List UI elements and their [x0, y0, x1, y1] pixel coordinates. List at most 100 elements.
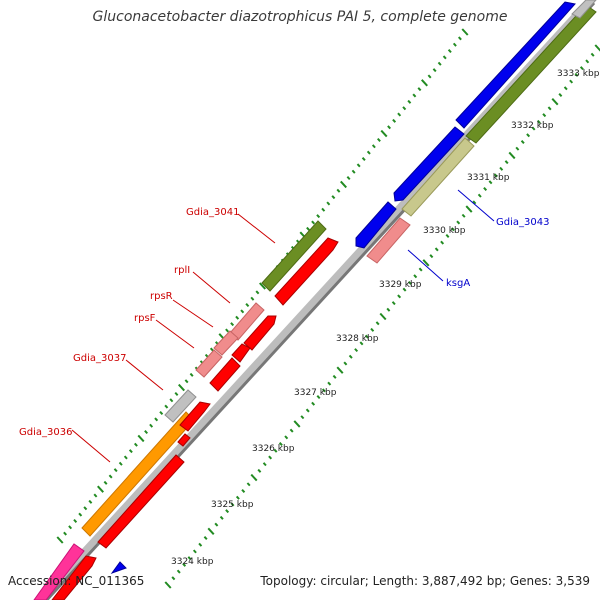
tick-mark	[209, 347, 214, 352]
gene-arrow-blue-small[interactable]	[110, 561, 127, 575]
tick-mark	[63, 531, 68, 536]
tick-mark	[407, 99, 412, 104]
tick-mark	[198, 542, 203, 547]
tick-mark	[551, 98, 559, 106]
gene-magenta-1[interactable]	[33, 543, 85, 600]
tick-mark	[321, 388, 326, 393]
tick-mark	[440, 240, 445, 245]
genome-summary-text: Topology: circular; Length: 3,887,492 bp…	[260, 574, 590, 588]
tick-mark	[547, 106, 552, 111]
tick-mark	[176, 569, 181, 574]
tick-mark	[348, 354, 353, 359]
tick-mark	[192, 549, 197, 554]
tick-mark	[245, 303, 250, 308]
tick-mark	[326, 201, 331, 206]
tick-mark	[187, 556, 192, 561]
tick-mark	[225, 328, 230, 333]
tick-mark	[184, 379, 189, 384]
tick-mark	[508, 151, 516, 160]
gene-label-rpli[interactable]: rplI	[174, 265, 190, 276]
gene-gdia-3036[interactable]	[81, 411, 195, 537]
tick-mark	[351, 169, 356, 174]
kbp-label: 3329 kbp	[379, 280, 422, 290]
tick-mark	[327, 381, 332, 386]
tick-mark	[250, 296, 255, 301]
gene-gdia-3043[interactable]	[401, 137, 475, 217]
tick-mark	[343, 361, 348, 366]
gene-arrow-red-2[interactable]	[243, 315, 277, 351]
gene-label-gdia-3036[interactable]: Gdia_3036	[19, 427, 72, 438]
tick-mark	[499, 166, 504, 171]
tick-mark	[293, 420, 301, 428]
gene-label-rpsf[interactable]: rpsF	[134, 313, 156, 324]
left-gene-labels: Gdia_3041 rplI rpsR rpsF Gdia_3037 Gdia_…	[19, 207, 276, 463]
tick-mark	[268, 455, 273, 460]
tick-mark	[465, 205, 473, 213]
tick-mark	[376, 137, 381, 142]
right-gene-labels: Gdia_3043 ksgA	[407, 189, 549, 289]
gene-arrow-red-7[interactable]	[177, 433, 191, 447]
tick-mark	[397, 112, 402, 117]
gene-arrow-red-4[interactable]	[209, 357, 241, 392]
gene-gray-1[interactable]	[164, 389, 197, 423]
tick-mark	[230, 502, 235, 507]
tick-mark	[397, 294, 402, 299]
tick-mark	[375, 321, 380, 326]
tick-mark	[370, 327, 375, 332]
tick-mark	[273, 448, 278, 453]
kbp-label: 3325 kbp	[211, 500, 254, 510]
tick-mark	[257, 468, 262, 473]
tick-mark	[241, 489, 246, 494]
tick-mark	[182, 562, 187, 567]
gene-gray-2[interactable]	[571, 0, 597, 19]
tick-mark	[73, 518, 78, 523]
gene-gdia-3041[interactable]	[261, 220, 327, 292]
tick-mark	[306, 226, 311, 231]
tick-mark	[432, 68, 437, 73]
tick-mark	[542, 113, 547, 118]
tick-mark	[159, 411, 164, 415]
tick-mark	[230, 322, 235, 327]
tick-mark	[452, 42, 457, 47]
tick-mark	[235, 315, 240, 320]
gene-label-gdia-3041[interactable]: Gdia_3041	[186, 207, 239, 218]
tick-mark	[311, 220, 316, 225]
tick-mark	[386, 307, 391, 312]
tick-mark	[178, 383, 185, 392]
tick-mark	[356, 163, 361, 168]
gene-arrow-red-6[interactable]	[97, 454, 185, 549]
tick-mark	[56, 536, 64, 544]
tick-mark	[149, 423, 154, 428]
tick-mark	[402, 106, 407, 111]
gene-arrow-red-1[interactable]	[274, 237, 339, 306]
tick-mark	[387, 125, 392, 130]
gene-arrow-red-3[interactable]	[231, 343, 251, 363]
tick-mark	[97, 485, 104, 493]
tick-mark	[207, 527, 215, 535]
tick-mark	[536, 119, 541, 124]
tick-mark	[504, 160, 509, 165]
gene-arrow-red-5[interactable]	[179, 401, 211, 432]
gene-olive-2[interactable]	[465, 4, 597, 144]
tick-mark	[259, 282, 266, 290]
gene-label-gdia-3043[interactable]: Gdia_3043	[496, 217, 549, 228]
tick-mark	[88, 499, 93, 504]
tick-mark	[113, 468, 118, 473]
gene-label-rpsr[interactable]: rpsR	[150, 291, 173, 302]
gene-blue-3[interactable]	[455, 1, 576, 129]
tick-mark	[164, 581, 172, 589]
gene-label-ksga[interactable]: ksgA	[446, 278, 470, 289]
tick-mark	[371, 144, 376, 149]
gene-rpsr[interactable]	[213, 330, 239, 356]
gene-blue-2[interactable]	[393, 126, 465, 202]
gene-arrow-red-8[interactable]	[51, 555, 97, 600]
kbp-label: 3333 kbp	[557, 69, 600, 79]
gene-rpsf[interactable]	[195, 349, 223, 378]
gene-label-gdia-3037[interactable]: Gdia_3037	[73, 353, 126, 364]
tick-mark	[133, 442, 138, 447]
tick-mark	[442, 55, 447, 60]
tick-mark	[108, 474, 113, 479]
gene-ksga[interactable]	[366, 217, 411, 264]
gene-blue-1[interactable]	[355, 201, 397, 249]
